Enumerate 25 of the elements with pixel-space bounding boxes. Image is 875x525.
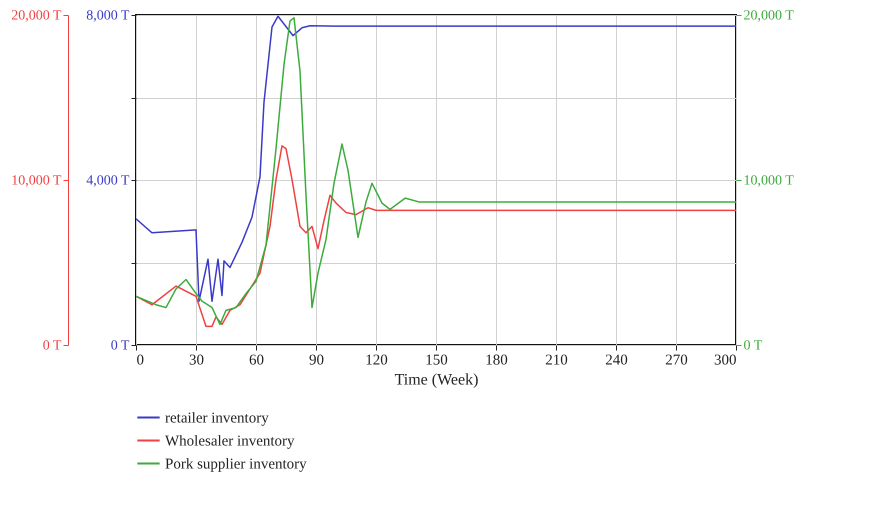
x-tick-label: 180 — [485, 352, 508, 368]
y3-tick-label: 0 T — [42, 338, 62, 354]
y2-tick-label: 0 T — [744, 338, 763, 354]
legend-label: retailer inventory — [165, 410, 270, 426]
x-tick-label: 60 — [249, 352, 264, 368]
x-tick-label: 90 — [309, 352, 324, 368]
x-tick-label: 30 — [189, 352, 204, 368]
x-axis-title: Time (Week) — [394, 372, 478, 388]
y-tick-label: 8,000 T — [86, 8, 130, 24]
y-tick-label: 0 T — [110, 338, 130, 354]
x-tick-label: 300 — [714, 352, 736, 368]
legend-label: Wholesaler inventory — [165, 434, 296, 450]
x-tick-label: 270 — [665, 352, 688, 368]
x-tick-label: 0 — [136, 352, 144, 368]
y2-tick-label: 10,000 T — [744, 174, 794, 188]
x-tick-label: 240 — [605, 352, 628, 368]
y-tick-label: 4,000 T — [86, 174, 130, 188]
x-tick-label: 210 — [545, 352, 568, 368]
line-series — [136, 145, 736, 328]
y3-tick-label: 10,000 T — [11, 174, 62, 188]
legend-label: Pork supplier inventory — [165, 456, 308, 472]
x-tick-label: 120 — [365, 352, 388, 368]
y2-tick-label: 20,000 T — [744, 8, 794, 24]
x-tick-label: 150 — [425, 352, 448, 368]
y3-tick-label: 20,000 T — [11, 8, 62, 24]
